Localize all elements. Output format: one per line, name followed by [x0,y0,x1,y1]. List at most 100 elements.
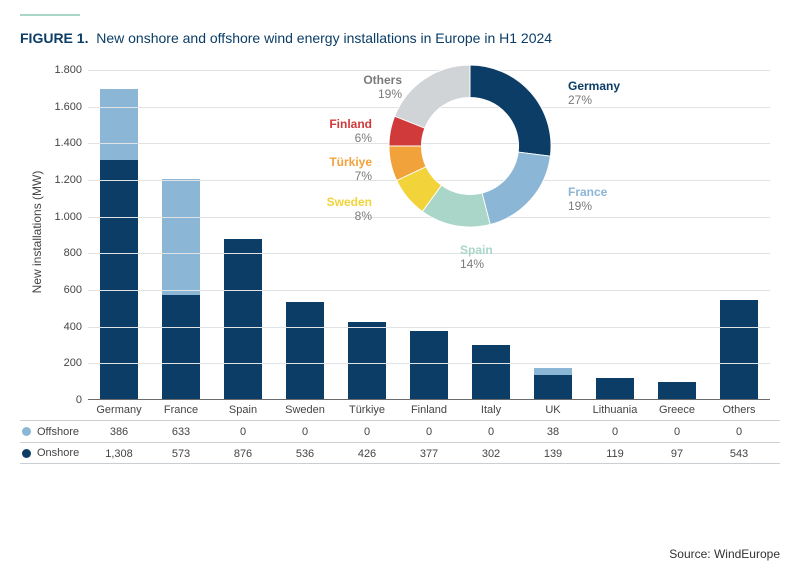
donut-label: Finland6% [312,118,372,146]
table-row: Offshore3866330000038000 [20,420,780,442]
donut-label: Others19% [342,74,402,102]
bar-group [472,345,510,400]
bar-segment-offshore [100,89,138,160]
source-attribution: Source: WindEurope [669,547,780,561]
donut-label: Spain14% [460,244,493,272]
bar-group [286,302,324,400]
bar-group [224,239,262,400]
bar-segment-onshore [286,302,324,400]
table-cell: 876 [234,443,252,465]
bar-segment-onshore [224,239,262,400]
gridline [88,290,770,291]
table-cell: 377 [420,443,438,465]
y-tick-label: 200 [36,357,82,369]
x-tick-label: UK [545,404,560,416]
y-axis-label: New installations (MW) [30,171,44,294]
donut-label-name: France [568,186,607,200]
donut-label-pct: 27% [568,94,620,108]
y-tick-label: 1.000 [36,211,82,223]
table-row-label: Onshore [37,447,79,459]
legend-dot-icon [22,449,31,458]
table-cell: 0 [612,421,618,443]
bar-group [410,331,448,400]
table-cell: 573 [172,443,190,465]
table-cell: 119 [606,443,624,465]
bar-segment-offshore [162,179,200,295]
donut-label-pct: 19% [568,200,607,214]
table-cell: 633 [172,421,190,443]
bar-segment-onshore [596,378,634,400]
bar-segment-onshore [472,345,510,400]
legend-dot-icon [22,427,31,436]
donut-label: France19% [568,186,607,214]
y-tick-label: 0 [36,394,82,406]
x-tick-label: Italy [481,404,501,416]
bar-group [596,378,634,400]
donut-label-name: Sweden [312,196,372,210]
table-cell: 0 [674,421,680,443]
x-tick-label: Finland [411,404,447,416]
y-tick-label: 1.400 [36,137,82,149]
data-table: Offshore3866330000038000Onshore1,3085738… [20,420,780,464]
bar-segment-onshore [720,300,758,400]
table-row-header: Onshore [20,443,88,463]
gridline [88,327,770,328]
figure-title-text: New onshore and offshore wind energy ins… [96,30,552,46]
donut-label-pct: 7% [312,170,372,184]
table-cell: 97 [671,443,683,465]
bar-segment-onshore [658,382,696,400]
bar-segment-onshore [410,331,448,400]
donut-label-name: Germany [568,80,620,94]
x-tick-label: Lithuania [593,404,638,416]
table-row-label: Offshore [37,426,79,438]
table-cell: 0 [736,421,742,443]
x-tick-label: Sweden [285,404,325,416]
bar-segment-onshore [348,322,386,400]
table-row: Onshore1,3085738765364263773021391199754… [20,442,780,464]
donut-label-pct: 14% [460,258,493,272]
donut-label-pct: 19% [342,88,402,102]
table-cell: 426 [358,443,376,465]
chart-container: New installations (MW) 0 200 400 600 800 1.00… [20,52,780,472]
bar-segment-onshore [162,295,200,400]
donut-slice [395,65,470,128]
donut-label: Germany27% [568,80,620,108]
table-cell: 536 [296,443,314,465]
y-tick-label: 800 [36,247,82,259]
donut-label-name: Spain [460,244,493,258]
decorative-rule [20,14,80,16]
table-row-header: Offshore [20,421,88,442]
table-cell: 0 [364,421,370,443]
bar-segment-onshore [534,375,572,400]
figure-label: FIGURE 1. [20,30,88,46]
table-cell: 1,308 [105,443,133,465]
table-cell: 386 [110,421,128,443]
x-tick-label: Greece [659,404,695,416]
y-tick-label: 1.600 [36,101,82,113]
y-tick-label: 1.800 [36,64,82,76]
table-cell: 543 [730,443,748,465]
bar-group [534,368,572,400]
bar-group [720,300,758,400]
x-tick-label: Türkiye [349,404,385,416]
table-cell: 139 [544,443,562,465]
x-tick-label: Spain [229,404,257,416]
table-cell: 0 [426,421,432,443]
y-tick-label: 400 [36,321,82,333]
table-cell: 0 [488,421,494,443]
donut-label: Sweden8% [312,196,372,224]
gridline [88,253,770,254]
y-tick-label: 600 [36,284,82,296]
donut-label-pct: 8% [312,210,372,224]
table-cell: 0 [240,421,246,443]
y-tick-label: 1.200 [36,174,82,186]
donut-label-name: Finland [312,118,372,132]
x-tick-label: Others [722,404,755,416]
bar-group [100,89,138,400]
donut-chart: Germany27%France19%Spain14%Sweden8%Türki… [380,56,560,236]
donut-label-pct: 6% [312,132,372,146]
donut-label-name: Türkiye [312,156,372,170]
donut-label: Türkiye7% [312,156,372,184]
bar-segment-offshore [534,368,572,375]
x-tick-label: Germany [96,404,141,416]
